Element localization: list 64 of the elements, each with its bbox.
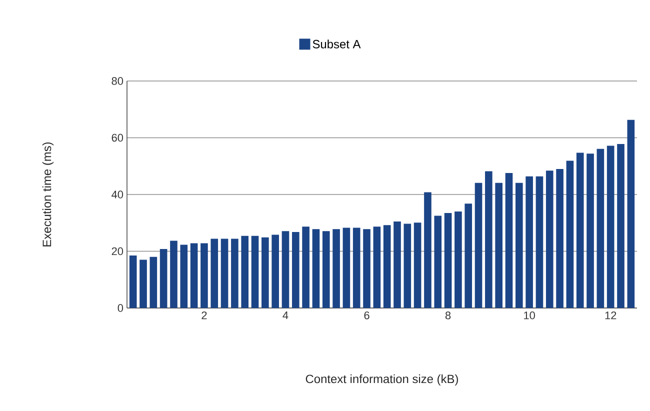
bar [180, 244, 188, 308]
bar [200, 243, 208, 308]
bar [516, 182, 523, 308]
bar [434, 216, 442, 308]
x-tick-label: 10 [524, 312, 535, 320]
y-tick-label: 60 [112, 134, 124, 142]
bar [272, 234, 279, 308]
bar [495, 182, 502, 308]
legend-label: Subset A [312, 40, 361, 48]
bar [160, 248, 168, 308]
bar [394, 221, 401, 308]
bar [332, 229, 340, 308]
bar [210, 238, 218, 308]
bar [596, 148, 604, 308]
y-tick-label: 20 [112, 247, 124, 256]
bar [129, 256, 137, 308]
bar [190, 243, 198, 308]
bar [586, 154, 594, 308]
y-tick-label: 40 [112, 190, 124, 198]
bar [322, 231, 330, 308]
bar [546, 170, 554, 308]
bar [373, 226, 381, 308]
x-tick-label: 2 [202, 312, 207, 320]
bar [526, 176, 533, 308]
y-axis-title: Execution time (ms) [42, 142, 54, 246]
bar [170, 240, 178, 308]
bar [251, 236, 259, 308]
bar [617, 144, 624, 308]
bar [556, 168, 564, 308]
bar [342, 228, 350, 308]
bar [444, 212, 452, 308]
bar [241, 236, 249, 308]
x-axis-title: Context information size (kB) [306, 374, 458, 386]
bar [231, 238, 238, 308]
bar [220, 238, 228, 308]
x-tick-label: 4 [282, 312, 288, 320]
bar [383, 225, 391, 308]
bar [363, 229, 370, 308]
bar [536, 176, 544, 308]
y-tick-label: 0 [118, 304, 124, 312]
bar [464, 204, 472, 308]
bar [576, 152, 584, 308]
bar [282, 231, 290, 308]
x-tick-label: 6 [364, 312, 370, 320]
bar [414, 222, 422, 308]
bar [404, 224, 412, 308]
bar [566, 160, 574, 308]
bar [627, 120, 635, 308]
bar [352, 228, 360, 308]
bar [292, 232, 300, 308]
x-tick-label: 8 [445, 312, 451, 320]
bar [140, 260, 147, 308]
x-tick-label: 12 [605, 312, 616, 320]
y-tick-label: 80 [112, 77, 124, 85]
bar [302, 226, 310, 308]
bar [485, 171, 492, 308]
bar [454, 212, 462, 308]
bar [312, 229, 320, 308]
bar [606, 146, 614, 308]
bar [424, 192, 432, 308]
bar [150, 256, 158, 308]
bar [505, 172, 513, 308]
bar [474, 182, 482, 308]
bar [262, 237, 269, 308]
